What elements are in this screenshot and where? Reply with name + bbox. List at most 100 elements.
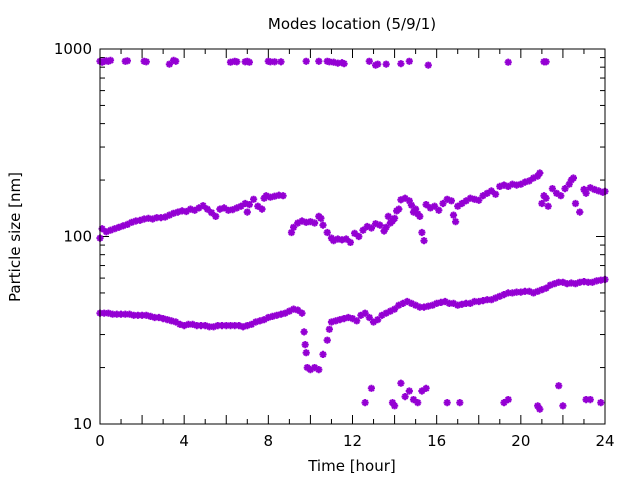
data-point: [414, 399, 422, 407]
data-point: [452, 218, 460, 226]
data-point: [475, 297, 483, 306]
data-point: [140, 215, 148, 223]
data-point: [525, 287, 533, 295]
data-point: [184, 320, 192, 328]
data-point: [447, 197, 455, 205]
data-point: [266, 193, 274, 201]
data-point: [153, 214, 161, 222]
data-point: [170, 209, 178, 217]
data-point: [319, 221, 327, 229]
data-point: [445, 299, 453, 307]
data-point: [361, 309, 369, 317]
data-point: [311, 364, 319, 372]
data-point: [517, 288, 525, 296]
data-point: [553, 189, 561, 197]
data-point: [136, 216, 144, 224]
data-point: [301, 341, 309, 349]
data-point: [315, 366, 323, 374]
data-point: [125, 310, 134, 318]
data-point: [418, 387, 426, 395]
data-point: [172, 57, 180, 65]
data-point: [597, 276, 605, 284]
data-point: [403, 297, 411, 306]
data-point: [273, 311, 281, 319]
data-point: [241, 199, 249, 208]
data-point: [542, 194, 550, 202]
data-point: [443, 195, 451, 203]
data-point: [159, 315, 167, 323]
data-point: [418, 228, 426, 237]
data-point: [252, 318, 260, 326]
data-point: [424, 302, 432, 310]
data-point: [195, 204, 203, 212]
data-point: [334, 59, 342, 67]
data-point: [454, 202, 462, 210]
data-point: [550, 280, 559, 288]
data-point: [332, 317, 340, 325]
data-point: [142, 311, 150, 319]
data-point: [98, 225, 106, 233]
data-point: [306, 218, 314, 226]
data-point: [229, 206, 237, 214]
data-point: [144, 214, 152, 222]
data-point: [504, 182, 512, 190]
data-point: [290, 305, 298, 313]
data-point: [395, 301, 403, 309]
data-point: [163, 316, 171, 324]
data-point: [298, 217, 306, 225]
data-point: [483, 296, 491, 304]
data-point: [588, 278, 596, 286]
data-points: [96, 56, 609, 413]
data-point: [231, 322, 239, 330]
data-point: [561, 185, 569, 193]
data-point: [571, 199, 580, 208]
data-point: [458, 199, 466, 208]
data-point: [397, 379, 405, 387]
data-point: [513, 181, 521, 189]
data-point: [571, 280, 580, 288]
data-point: [384, 212, 392, 220]
data-point: [220, 204, 228, 212]
data-point: [401, 194, 409, 202]
data-point: [391, 214, 399, 222]
data-point: [407, 299, 415, 307]
data-point: [536, 405, 544, 413]
data-point: [325, 58, 333, 66]
data-point: [300, 328, 308, 336]
data-point: [340, 60, 348, 68]
data-point: [216, 205, 224, 213]
data-point: [422, 384, 430, 392]
data-point: [500, 181, 508, 189]
data-point: [374, 316, 382, 324]
data-point: [336, 316, 344, 324]
data-point: [595, 187, 603, 195]
x-tick-label: 24: [595, 432, 614, 450]
data-point: [475, 196, 483, 204]
data-point: [262, 192, 270, 200]
data-point: [544, 202, 552, 210]
data-point: [161, 213, 169, 221]
data-point: [327, 318, 336, 326]
data-point: [212, 212, 220, 220]
data-point: [412, 301, 420, 309]
data-point: [271, 192, 279, 200]
data-point: [470, 297, 479, 306]
data-point: [306, 366, 314, 374]
data-point: [391, 305, 399, 313]
data-point: [277, 310, 285, 318]
data-point: [186, 205, 195, 213]
data-point: [268, 312, 277, 320]
data-point: [334, 235, 342, 243]
data-point: [226, 58, 235, 66]
data-point: [142, 58, 150, 66]
data-point: [504, 289, 512, 297]
data-point: [416, 303, 424, 311]
data-point: [487, 187, 495, 195]
data-point: [369, 318, 378, 326]
data-point: [323, 228, 331, 237]
data-point: [580, 185, 588, 194]
data-point: [363, 222, 371, 231]
data-point: [529, 289, 538, 297]
data-point: [424, 61, 432, 69]
